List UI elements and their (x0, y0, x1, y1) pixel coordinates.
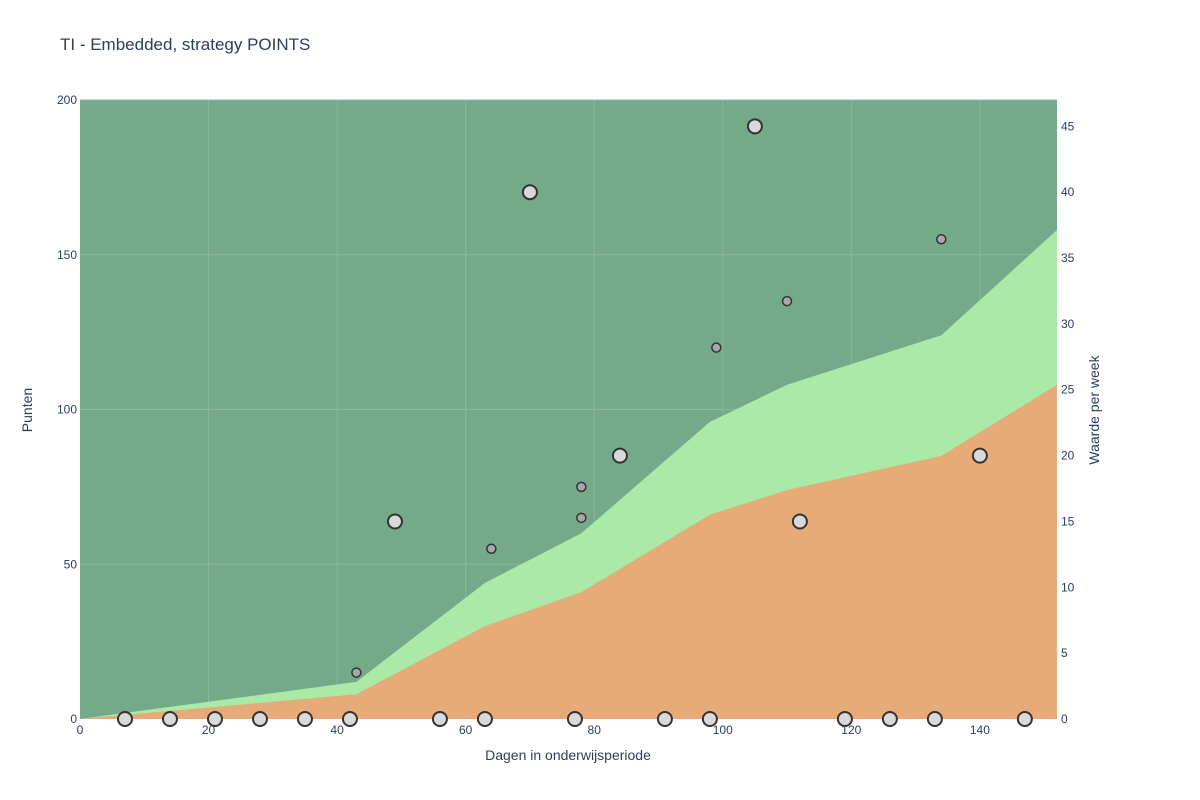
weekly-point (386, 513, 403, 530)
y-axis-label: Punten (19, 388, 35, 432)
x-tick-label: 120 (841, 723, 861, 737)
task-point (781, 295, 793, 307)
y2-tick-label: 35 (1061, 251, 1075, 265)
weekly-point (1016, 711, 1033, 727)
weekly-point (701, 711, 718, 727)
weekly-point (251, 711, 268, 727)
x-tick-label: 20 (202, 723, 216, 737)
task-point (351, 667, 362, 678)
axis-ticks: 0 20 40 60 80 100 120 140 0 50 100 150 200 0 5 10 15 20 25… (57, 93, 1075, 737)
weekly-point (116, 711, 133, 727)
weekly-point (476, 711, 493, 727)
y-tick-label: 0 (70, 712, 77, 726)
weekly-point (431, 711, 448, 727)
y2-tick-label: 45 (1061, 119, 1075, 133)
task-point (576, 512, 587, 524)
y2-tick-label: 5 (1061, 646, 1068, 660)
x-tick-label: 100 (713, 723, 733, 737)
weekly-point (656, 711, 673, 727)
x-tick-label: 80 (588, 723, 602, 737)
y-tick-label: 100 (57, 403, 77, 417)
task-point (936, 234, 947, 245)
weekly-point (206, 711, 223, 727)
y-tick-label: 50 (64, 557, 78, 571)
weekly-point (161, 711, 178, 727)
weekly-point (566, 711, 583, 727)
x-axis-label: Dagen in onderwijsperiode (485, 747, 651, 763)
y2-tick-label: 30 (1061, 317, 1075, 331)
weekly-point (971, 447, 988, 464)
weekly-point (926, 711, 943, 727)
y2-tick-label: 0 (1061, 712, 1068, 726)
chart-title: TI - Embedded, strategy POINTS (60, 35, 310, 54)
task-point (711, 342, 722, 353)
y2-tick-label: 15 (1061, 514, 1075, 528)
y2-tick-label: 10 (1061, 580, 1075, 594)
x-tick-label: 140 (970, 723, 990, 737)
y-tick-label: 200 (57, 93, 77, 107)
y2-tick-label: 20 (1061, 449, 1075, 463)
weekly-point (791, 513, 808, 530)
y2-tick-label: 40 (1061, 185, 1075, 199)
plot-area (80, 99, 1057, 727)
task-point (576, 481, 587, 493)
weekly-point (521, 184, 538, 201)
lower-band-area (80, 384, 1057, 719)
weekly-point (341, 711, 358, 727)
weekly-point (881, 711, 898, 727)
weekly-point (836, 711, 853, 727)
y2-tick-label: 25 (1061, 383, 1075, 397)
weekly-point (296, 711, 313, 727)
y2-axis-label: Waarde per week (1086, 354, 1102, 464)
weekly-point (746, 118, 763, 135)
y-tick-label: 150 (57, 248, 77, 262)
weekly-point (611, 447, 628, 464)
x-tick-label: 40 (330, 723, 344, 737)
x-tick-label: 0 (77, 723, 84, 737)
task-point (486, 543, 497, 555)
x-tick-label: 60 (459, 723, 473, 737)
